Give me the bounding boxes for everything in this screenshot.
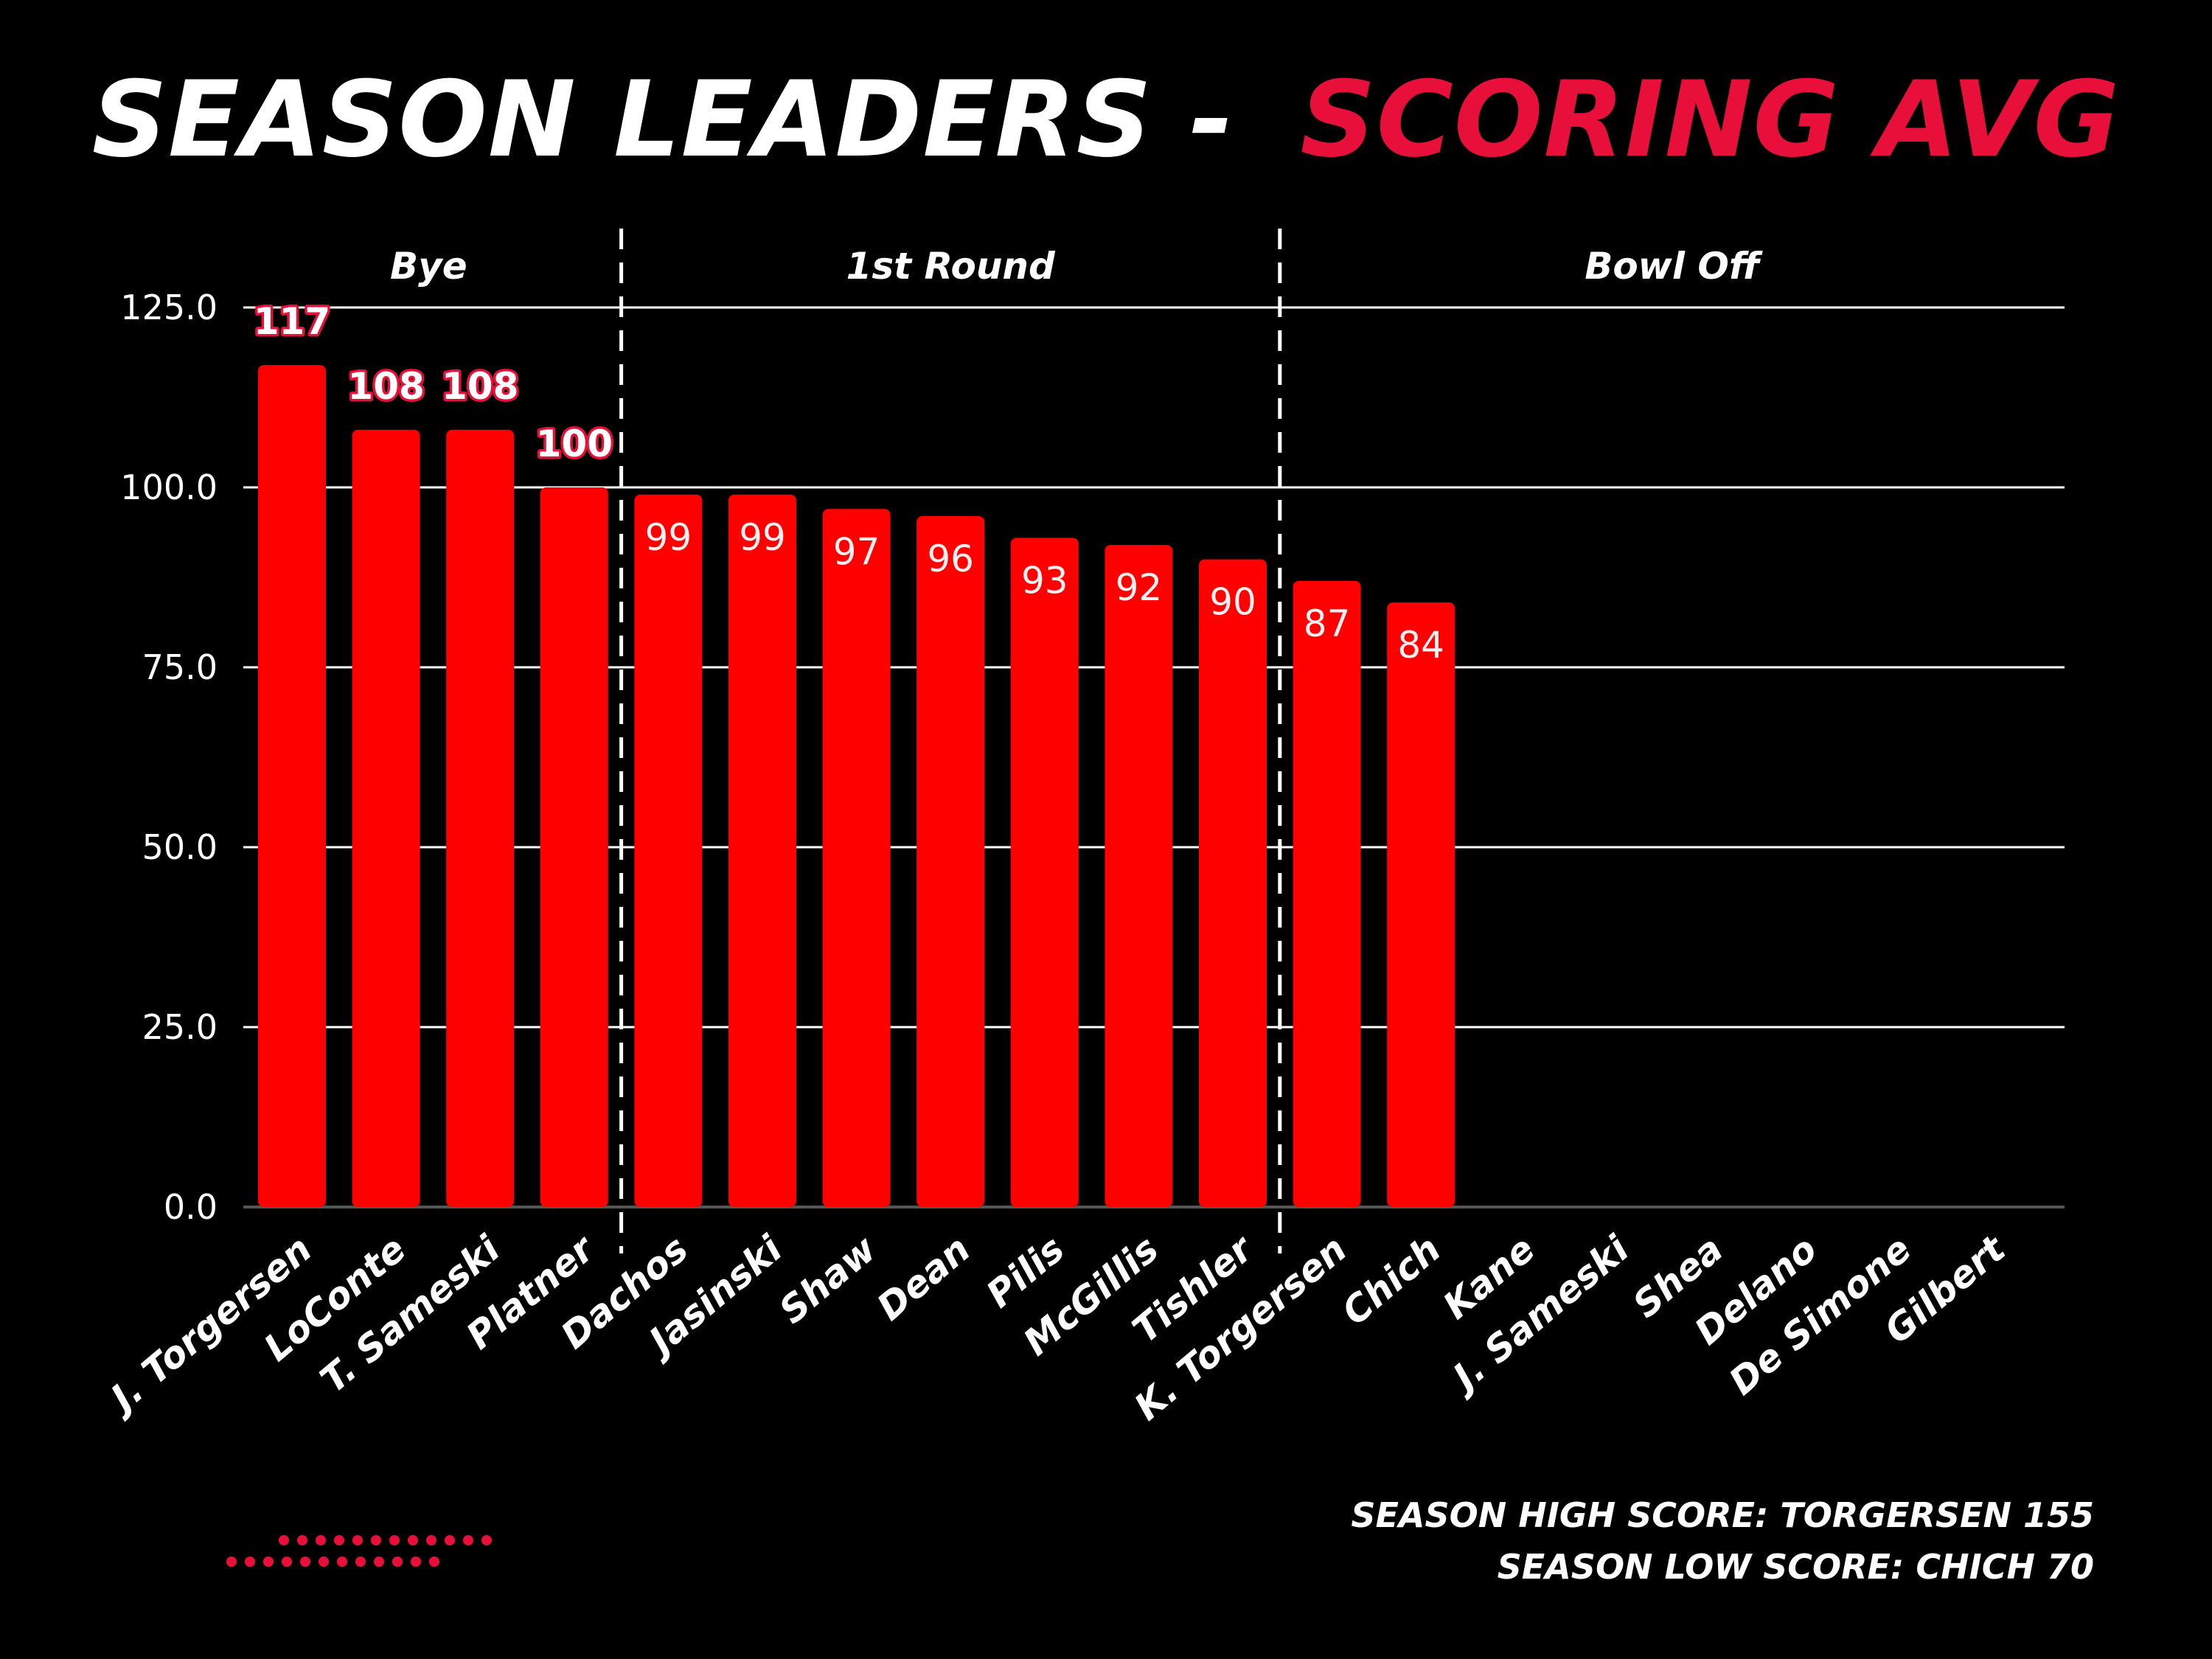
y-tick-label: 0.0	[164, 1187, 218, 1227]
data-label: 117	[254, 300, 330, 343]
dot	[337, 1557, 347, 1567]
red-dot-pattern-decoration	[226, 1535, 492, 1567]
bar-j-torgersen	[258, 365, 326, 1208]
bar-dean	[917, 516, 985, 1207]
group-label: Bowl Off	[1585, 245, 1763, 288]
y-tick-label: 100.0	[120, 467, 218, 507]
bar-mcgillis	[1105, 545, 1173, 1207]
bar-k-torgersen	[1293, 580, 1361, 1207]
dot	[481, 1535, 492, 1545]
data-label: 92	[1116, 566, 1163, 609]
season-low-note: SEASON LOW SCORE: CHICH 70	[1497, 1547, 2094, 1587]
data-label: 97	[833, 530, 880, 573]
data-label: 87	[1304, 602, 1351, 645]
dot	[334, 1535, 344, 1545]
dot	[371, 1535, 381, 1545]
data-label: 99	[645, 516, 692, 559]
group-label: 1st Round	[846, 245, 1056, 288]
dot	[282, 1557, 292, 1567]
y-tick-label: 25.0	[142, 1007, 218, 1047]
bar-shaw	[822, 509, 891, 1207]
group-dividers	[619, 229, 1282, 1253]
dot	[300, 1557, 310, 1567]
bar-t-sameski	[446, 429, 515, 1208]
data-label: 99	[739, 516, 786, 559]
dot	[411, 1557, 421, 1567]
dot	[355, 1557, 366, 1567]
season-notes: SEASON HIGH SCORE: TORGERSEN 155 SEASON …	[1351, 1489, 2094, 1593]
data-label: 108	[347, 365, 424, 408]
data-label: 96	[927, 538, 974, 580]
data-label: 100	[536, 422, 613, 465]
bar-chich	[1387, 602, 1455, 1207]
bar-tishler	[1199, 559, 1267, 1207]
bar-loconte	[352, 429, 420, 1208]
group-labels: Bye 1st Round Bowl Off	[390, 245, 1763, 288]
dot	[297, 1535, 307, 1545]
dot	[389, 1535, 400, 1545]
dot	[319, 1557, 329, 1567]
dot	[279, 1535, 289, 1545]
dot	[374, 1557, 384, 1567]
dot	[408, 1535, 418, 1545]
y-axis-ticks: 0.0 25.0 50.0 75.0 100.0 125.0	[120, 288, 218, 1227]
dot	[352, 1535, 363, 1545]
dot	[392, 1557, 403, 1567]
group-label: Bye	[390, 245, 467, 288]
dot	[316, 1535, 326, 1545]
data-label: 84	[1397, 624, 1444, 667]
page-title: SEASON LEADERS - SCORING AVG	[0, 59, 2212, 181]
data-label: 90	[1209, 581, 1256, 624]
dot	[263, 1557, 274, 1567]
y-tick-label: 125.0	[120, 288, 218, 327]
data-label: 108	[442, 365, 518, 408]
dot	[429, 1557, 439, 1567]
dot	[226, 1557, 237, 1567]
title-main: SEASON LEADERS -	[91, 59, 1234, 181]
bar-platner	[540, 487, 608, 1207]
bar-pilis	[1010, 538, 1079, 1207]
dot	[445, 1535, 455, 1545]
dot	[463, 1535, 473, 1545]
data-labels: 117 108 108 100 99 99 97 96 93 92 90 87 84	[251, 298, 1444, 667]
dot	[426, 1535, 437, 1545]
x-tick-label: Shaw	[771, 1227, 885, 1332]
season-high-note: SEASON HIGH SCORE: TORGERSEN 155	[1351, 1495, 2094, 1535]
x-tick-label: Dean	[869, 1228, 978, 1329]
x-tick-label: Chich	[1334, 1228, 1449, 1334]
dot	[245, 1557, 255, 1567]
y-tick-label: 75.0	[142, 647, 218, 687]
data-label: 93	[1021, 559, 1068, 602]
title-accent: SCORING AVG	[1300, 59, 2121, 181]
bar-jasinski	[728, 494, 796, 1207]
y-tick-label: 50.0	[142, 827, 218, 867]
bars	[258, 365, 1455, 1208]
bar-dachos	[634, 494, 703, 1207]
